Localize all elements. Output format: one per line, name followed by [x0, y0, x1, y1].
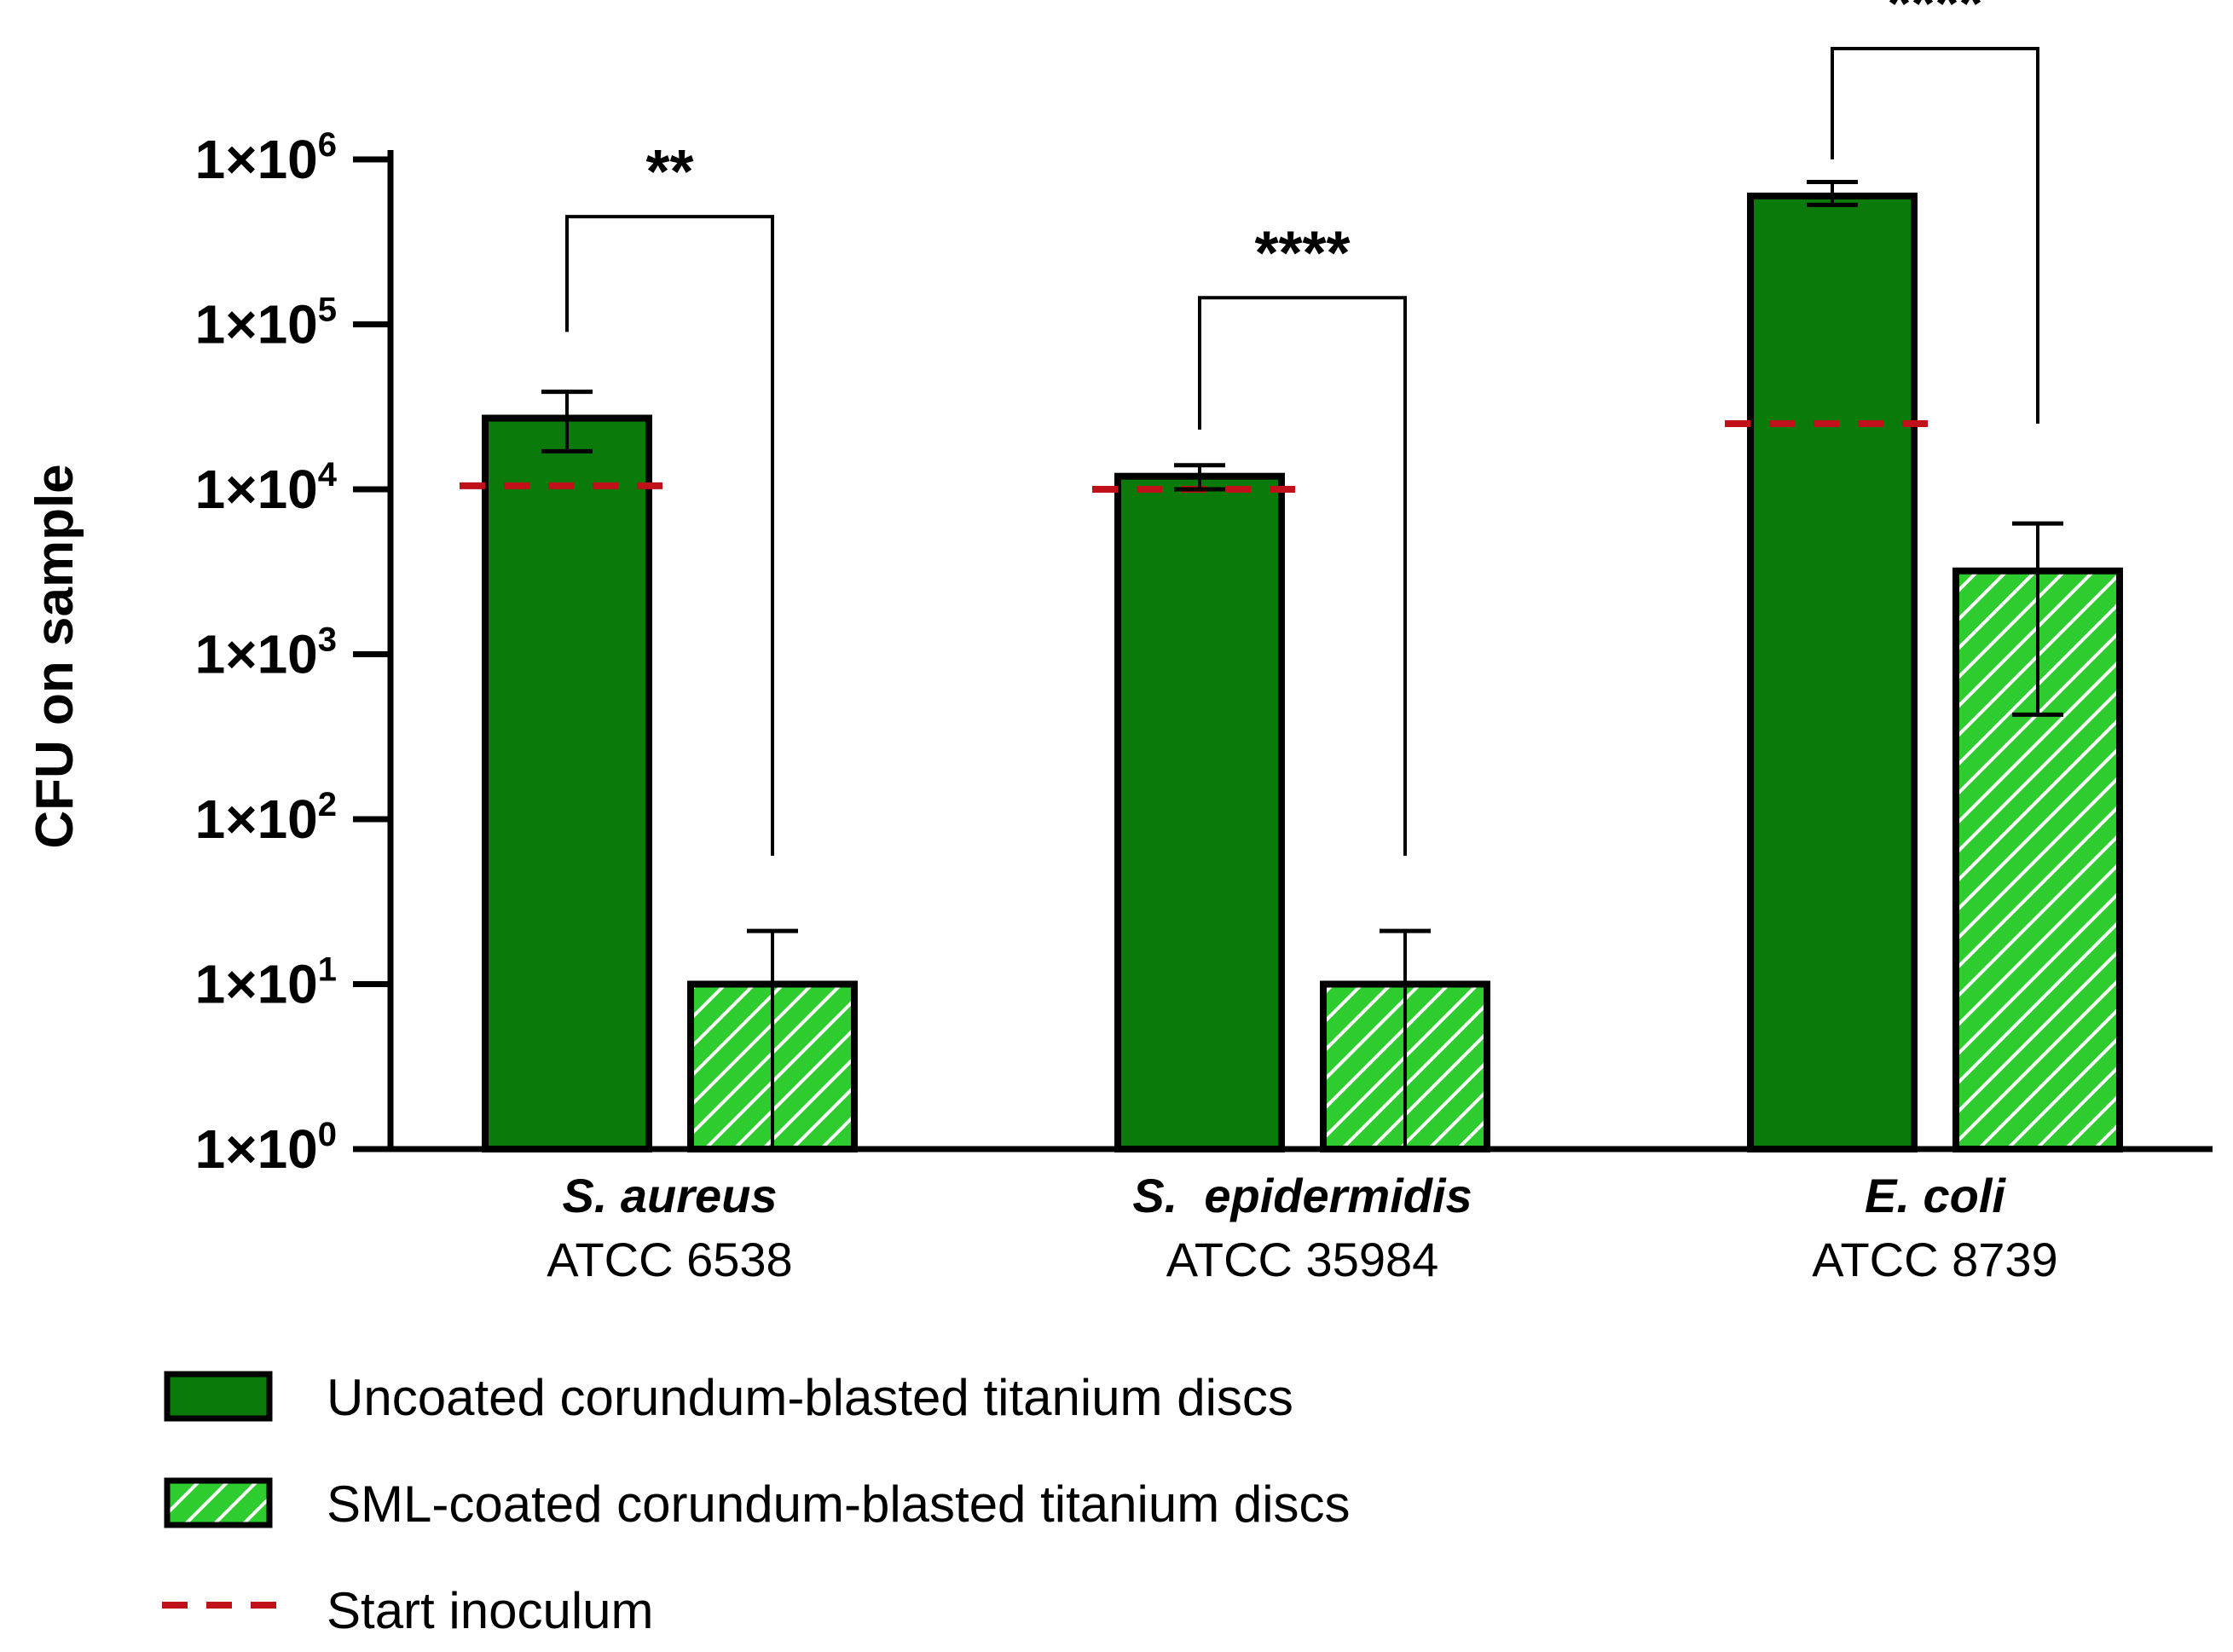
- x-category-strain: ATCC 8739: [1812, 1233, 2057, 1286]
- y-tick-base: 1×10: [195, 459, 318, 520]
- significance-brackets: **********: [565, 0, 2039, 856]
- y-tick-base: 1×10: [195, 1118, 318, 1180]
- legend-label-start-inoculum: Start inoculum: [327, 1582, 654, 1639]
- x-category-strain: ATCC 6538: [547, 1233, 792, 1286]
- x-category-species: S. epidermidis: [1132, 1169, 1472, 1222]
- significance-label: ****: [1254, 219, 1350, 287]
- y-tick-exponent: 1: [318, 951, 337, 989]
- y-tick-base: 1×10: [195, 129, 318, 190]
- y-tick-base: 1×10: [195, 624, 318, 685]
- y-tick-label: 1×106: [195, 126, 337, 190]
- y-tick-exponent: 5: [318, 292, 337, 329]
- bar-uncoated: [482, 414, 652, 1152]
- y-tick-exponent: 0: [318, 1116, 337, 1153]
- x-category-species: E. coli: [1865, 1169, 2006, 1222]
- significance-bracket: [1198, 296, 1407, 856]
- legend-swatch-sml-coated: [164, 1477, 273, 1528]
- y-tick-label: 1×103: [195, 621, 337, 685]
- significance-label: **: [645, 138, 693, 206]
- y-tick-label: 1×101: [195, 951, 337, 1015]
- legend-swatch-uncoated: [164, 1371, 273, 1422]
- y-axis-title: CFU on sample: [26, 464, 84, 848]
- significance-bracket: [565, 215, 774, 856]
- y-tick-exponent: 3: [318, 621, 337, 659]
- y-tick-base: 1×10: [195, 954, 318, 1015]
- y-tick-exponent: 2: [318, 786, 337, 823]
- y-tick-exponent: 6: [318, 126, 337, 164]
- bars: [482, 192, 2123, 1152]
- y-tick-exponent: 4: [318, 456, 338, 494]
- y-tick-label: 1×102: [195, 786, 337, 850]
- x-category-species: S. aureus: [562, 1169, 777, 1222]
- y-tick-label: 1×100: [195, 1116, 337, 1180]
- x-axis-categories: S. aureus ATCC 6538 S. epidermidis ATCC 359…: [547, 1169, 2057, 1286]
- significance-bracket: [1831, 46, 2039, 424]
- y-tick-label: 1×104: [195, 456, 338, 520]
- bar-uncoated: [1747, 192, 1918, 1152]
- error-bars: [541, 179, 2063, 1152]
- x-category-strain: ATCC 35984: [1166, 1233, 1439, 1286]
- bar-uncoated: [1114, 472, 1285, 1152]
- y-tick-label: 1×105: [195, 292, 337, 355]
- legend-label-uncoated: Uncoated corundum-blasted titanium discs: [327, 1369, 1293, 1426]
- legend: Uncoated corundum-blasted titanium discs…: [162, 1369, 1351, 1639]
- significance-label: ****: [1887, 0, 1982, 38]
- legend-label-sml-coated: SML-coated corundum-blasted titanium dis…: [327, 1476, 1351, 1533]
- y-tick-base: 1×10: [195, 788, 318, 850]
- y-tick-base: 1×10: [195, 294, 318, 355]
